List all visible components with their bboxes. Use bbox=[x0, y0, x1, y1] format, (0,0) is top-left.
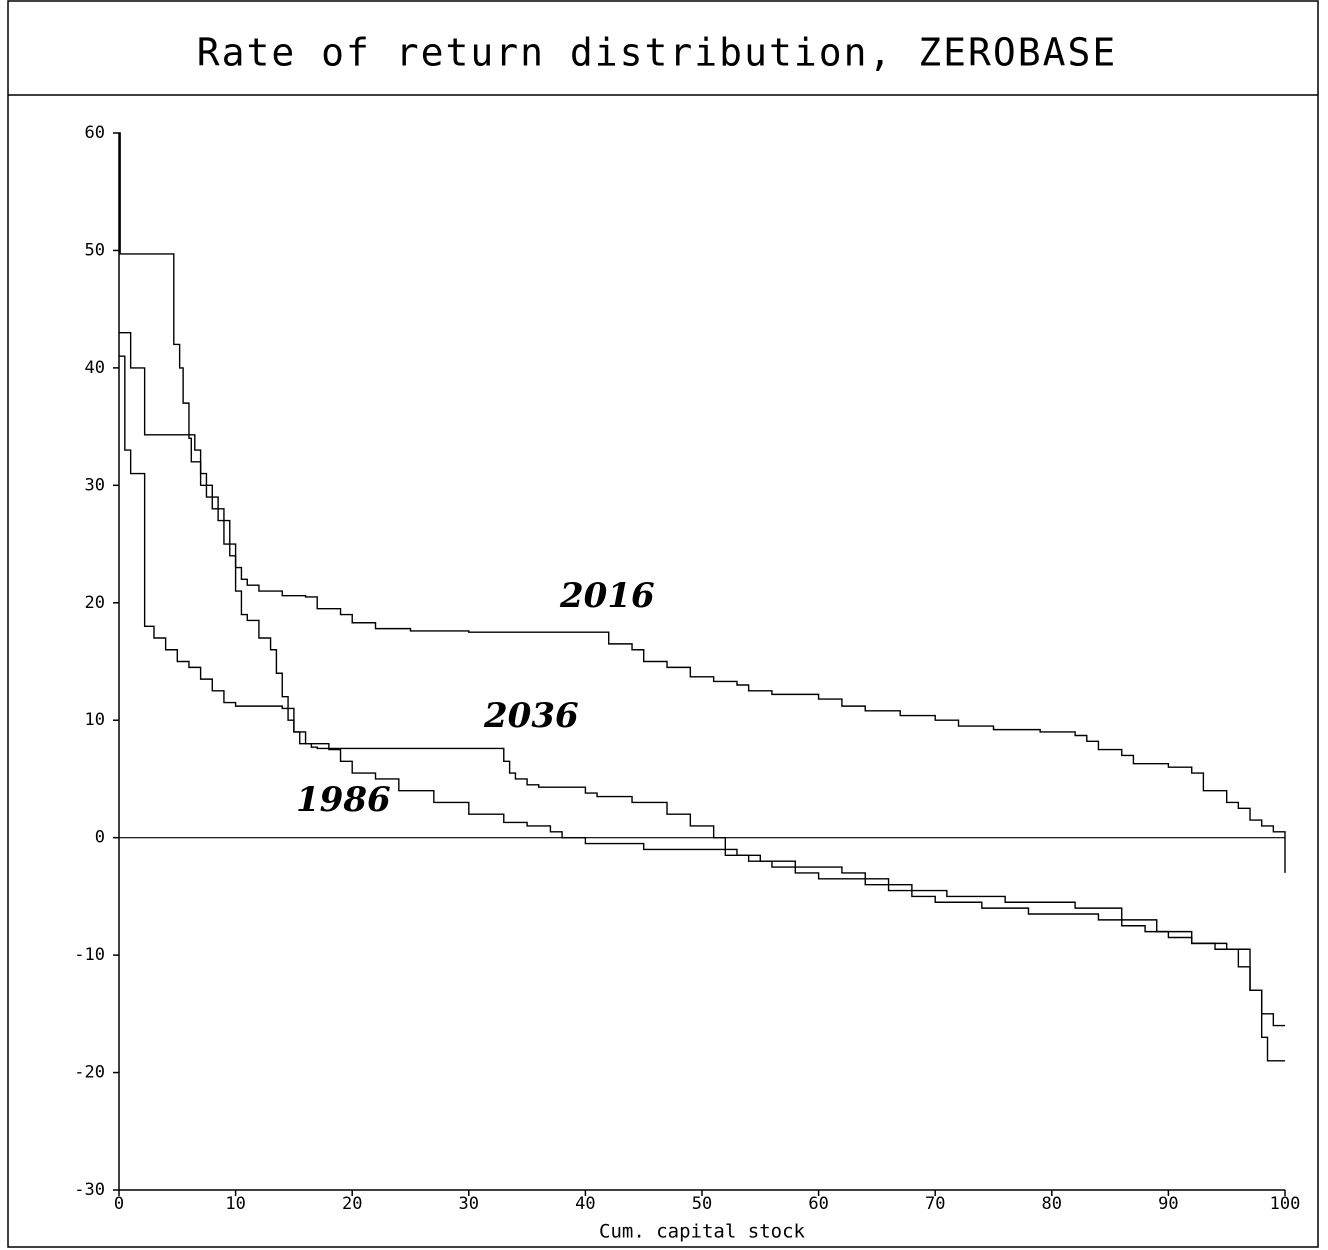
series-line bbox=[119, 132, 1286, 873]
x-axis-label: Cum. capital stock bbox=[599, 1221, 805, 1243]
x-tick-label: 100 bbox=[1270, 1194, 1301, 1214]
y-tick-label: 10 bbox=[85, 710, 105, 730]
series-annotation: 2036 bbox=[483, 696, 579, 736]
y-tick-label: 0 bbox=[95, 828, 105, 848]
series-annotation: 1986 bbox=[296, 780, 391, 820]
x-tick-label: 80 bbox=[1042, 1194, 1062, 1214]
y-tick-label: 20 bbox=[85, 593, 105, 613]
y-tick-label: 30 bbox=[85, 475, 105, 495]
x-tick-label: 70 bbox=[925, 1194, 945, 1214]
x-tick-label: 50 bbox=[692, 1194, 712, 1214]
x-tick-label: 30 bbox=[459, 1194, 479, 1214]
y-tick-label: -30 bbox=[74, 1180, 105, 1200]
series-annotation: 2016 bbox=[559, 576, 655, 616]
y-tick-label: 60 bbox=[85, 123, 105, 143]
x-tick-label: 10 bbox=[225, 1194, 245, 1214]
y-tick-label: 40 bbox=[85, 358, 105, 378]
y-tick-label: 50 bbox=[85, 240, 105, 260]
x-tick-label: 40 bbox=[575, 1194, 595, 1214]
series-line bbox=[119, 355, 1285, 1062]
y-tick-label: -20 bbox=[74, 1063, 105, 1083]
chart-title: Rate of return distribution, ZEROBASE bbox=[197, 31, 1117, 75]
x-tick-label: 20 bbox=[342, 1194, 362, 1214]
y-tick-label: -10 bbox=[74, 945, 105, 965]
x-tick-label: 60 bbox=[808, 1194, 828, 1214]
x-tick-label: 0 bbox=[114, 1194, 124, 1214]
x-tick-label: 90 bbox=[1158, 1194, 1178, 1214]
series-line bbox=[119, 331, 1285, 1027]
frame bbox=[7, 0, 1319, 1248]
